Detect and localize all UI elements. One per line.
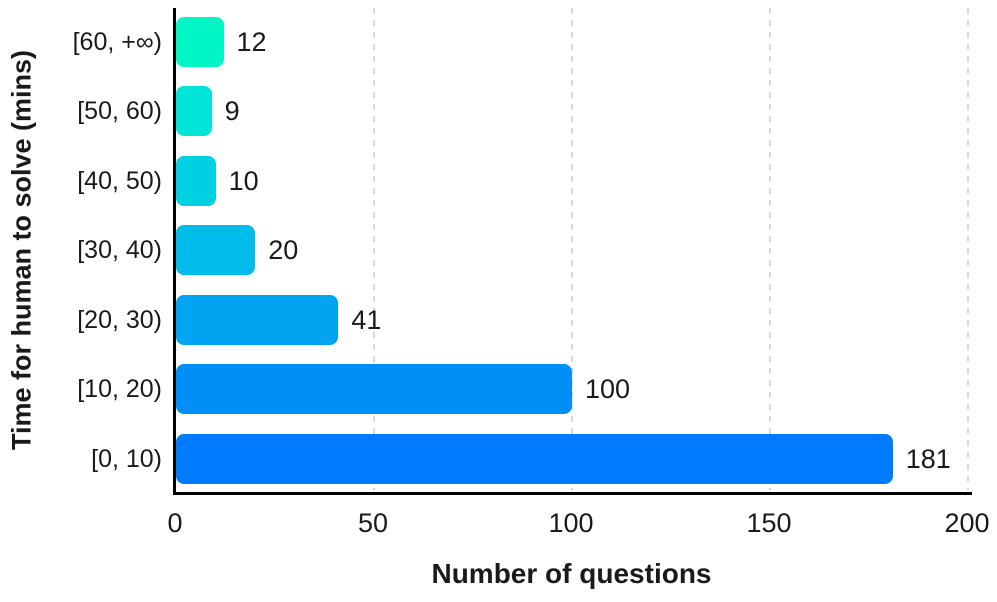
x-tick-label-150: 150	[746, 508, 792, 538]
bar--30-40-	[176, 225, 255, 276]
value-label: 12	[236, 27, 267, 57]
category-label: [40, 50)	[77, 166, 162, 195]
value-label: 10	[228, 165, 259, 196]
category-label: [30, 40)	[77, 236, 162, 265]
x-tick-label-100: 100	[548, 508, 594, 538]
bar--60-+-	[176, 17, 224, 67]
x-tick-label-50: 50	[357, 508, 389, 538]
category-label: [10, 20)	[77, 375, 162, 404]
gridline-x-200	[967, 8, 969, 490]
y-axis-line	[173, 8, 176, 495]
x-tick-label-0: 0	[167, 508, 183, 538]
value-label: 100	[585, 374, 631, 405]
x-axis-line	[173, 492, 972, 495]
bar--40-50-	[176, 155, 216, 206]
bar--10-20-	[176, 364, 572, 415]
bar--20-30-	[176, 294, 338, 345]
y-axis-title: Time for human to solve (mins)	[6, 49, 37, 451]
x-tick-label-200: 200	[944, 508, 990, 538]
gridline-x-50	[373, 8, 375, 490]
x-axis-title: Number of questions	[431, 558, 712, 589]
value-label: 41	[351, 304, 382, 335]
gridline-x-150	[769, 8, 771, 490]
bar--0-10-	[176, 433, 893, 484]
gridline-x-100	[571, 8, 573, 490]
bar--50-60-	[176, 86, 212, 137]
category-label: [60, +∞)	[72, 28, 162, 56]
value-label: 20	[268, 235, 299, 266]
category-label: [20, 30)	[77, 305, 162, 334]
category-label: [0, 10)	[91, 444, 162, 473]
value-label: 181	[905, 443, 951, 474]
category-label: [50, 60)	[77, 97, 162, 126]
value-label: 9	[224, 96, 240, 127]
